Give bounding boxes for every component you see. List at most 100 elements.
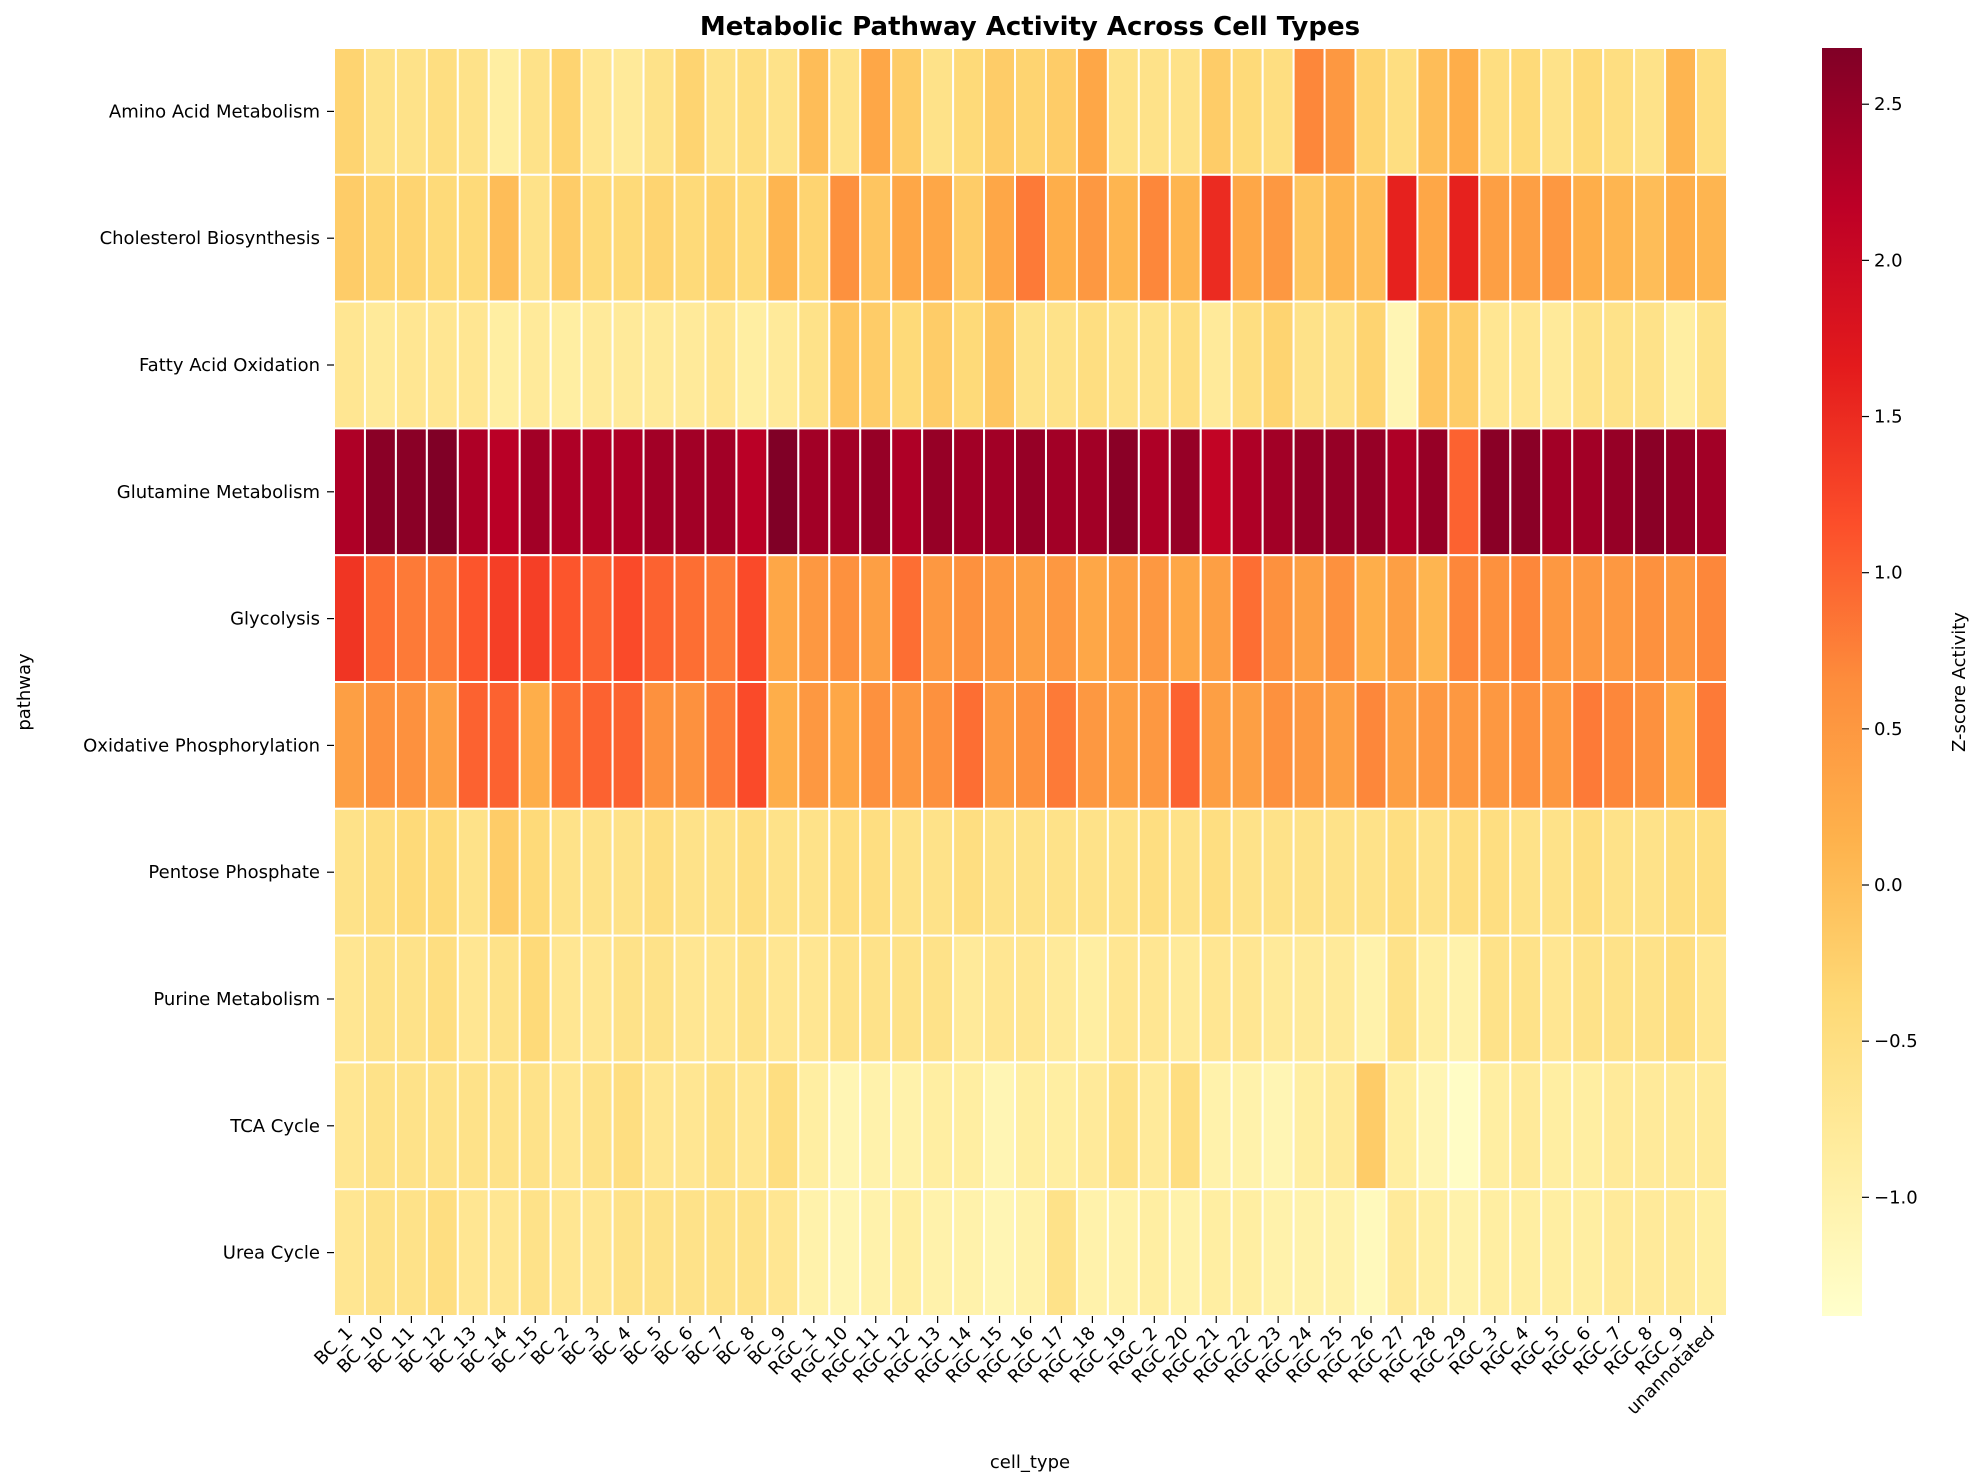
heatmap-cell (1014, 681, 1047, 810)
heatmap-cell (735, 173, 769, 303)
heatmap-cell (394, 173, 428, 303)
heatmap-cell (828, 47, 862, 176)
x-axis-label: cell_type (990, 1452, 1070, 1473)
heatmap-cell (921, 681, 955, 810)
heatmap-cell (828, 807, 862, 937)
heatmap-cell (1168, 554, 1202, 684)
colorbar (1822, 48, 1862, 1316)
heatmap-cell (456, 934, 490, 1064)
heatmap-cell (363, 47, 397, 176)
heatmap-cell (456, 1188, 490, 1317)
heatmap-cell (1416, 807, 1450, 937)
heatmap-cell (1168, 807, 1202, 937)
heatmap-cell (1633, 427, 1667, 557)
heatmap-cell (952, 934, 986, 1064)
heatmap-cell (1044, 1061, 1078, 1191)
heatmap-cell (766, 934, 800, 1064)
heatmap-cell (1416, 1061, 1450, 1191)
heatmap-cell (1478, 554, 1512, 684)
heatmap-cell (952, 807, 986, 937)
heatmap-cell (1014, 807, 1047, 937)
heatmap-cell (1385, 554, 1419, 684)
heatmap-cell (766, 807, 800, 937)
heatmap-cell (766, 427, 800, 557)
heatmap-cell (425, 934, 459, 1064)
heatmap-cell (797, 1061, 831, 1191)
heatmap-cell (1230, 554, 1264, 684)
heatmap-cell (1447, 681, 1481, 810)
heatmap-cell (1261, 681, 1295, 810)
heatmap-cell (1633, 1188, 1667, 1317)
heatmap-cell (518, 300, 552, 430)
heatmap-cell (1014, 1188, 1047, 1317)
heatmap-cell (1509, 1188, 1543, 1317)
heatmap-cell (1633, 173, 1667, 303)
heatmap-cell (1540, 300, 1574, 430)
heatmap-cell (1075, 807, 1109, 937)
heatmap-cell (518, 427, 552, 557)
heatmap-cell (394, 554, 428, 684)
heatmap-cell (1044, 427, 1078, 557)
heatmap-cell (1137, 47, 1171, 176)
heatmap-cell (642, 427, 676, 557)
heatmap-cell (1323, 47, 1357, 176)
row-label: Fatty Acid Oxidation (139, 355, 320, 376)
heatmap-cell (1664, 47, 1698, 176)
heatmap-cell (1230, 47, 1264, 176)
heatmap-cell (673, 47, 707, 176)
heatmap-cell (1230, 1061, 1264, 1191)
heatmap-cell (766, 681, 800, 810)
row-label: TCA Cycle (229, 1116, 320, 1137)
heatmap-cell (1664, 934, 1698, 1064)
heatmap-cell (642, 47, 676, 176)
heatmap-cells (333, 47, 1728, 1317)
heatmap-cell (1230, 681, 1264, 810)
heatmap-cell (952, 1188, 986, 1317)
heatmap-cell (766, 47, 800, 176)
heatmap-cell (1354, 47, 1388, 176)
heatmap-cell (859, 554, 893, 684)
heatmap-cell (921, 1061, 955, 1191)
heatmap-cell (766, 554, 800, 684)
heatmap-cell (1385, 934, 1419, 1064)
heatmap-cell (1540, 1188, 1574, 1317)
heatmap-cell (394, 681, 428, 810)
heatmap-cell (1478, 1188, 1512, 1317)
heatmap-cell (1014, 47, 1047, 176)
heatmap-cell (1447, 554, 1481, 684)
heatmap-cell (487, 47, 521, 176)
heatmap-cell (859, 807, 893, 937)
heatmap-cell (611, 427, 645, 557)
colorbar-ticks: −1.0 −0.5 0.0 0.5 1.0 1.5 2.0 2.5 (1862, 94, 1918, 1208)
heatmap-cell (1168, 1188, 1202, 1317)
heatmap-cell (1106, 807, 1140, 937)
heatmap-cell (1354, 1188, 1388, 1317)
heatmap-cell (580, 300, 614, 430)
heatmap-cell (1447, 1061, 1481, 1191)
heatmap-cell (1044, 300, 1078, 430)
heatmap-cell (735, 554, 769, 684)
heatmap-cell (611, 1061, 645, 1191)
heatmap-cell (333, 173, 366, 303)
colorbar-tick-label: 0.0 (1874, 875, 1903, 896)
heatmap-cell (1106, 173, 1140, 303)
heatmap-cell (642, 807, 676, 937)
heatmap-cell (1075, 934, 1109, 1064)
heatmap-cell (983, 47, 1017, 176)
heatmap-cell (1416, 173, 1450, 303)
heatmap-cell (1323, 934, 1357, 1064)
heatmap-cell (363, 1188, 397, 1317)
heatmap-cell (1571, 1061, 1605, 1191)
heatmap-cell (1602, 427, 1636, 557)
heatmap-cell (580, 1061, 614, 1191)
heatmap-cell (1664, 681, 1698, 810)
heatmap-cell (1199, 47, 1233, 176)
heatmap-cell (1137, 807, 1171, 937)
heatmap-cell (611, 934, 645, 1064)
heatmap-cell (549, 681, 583, 810)
heatmap-cell (1664, 427, 1698, 557)
heatmap-cell (1385, 807, 1419, 937)
row-label: Amino Acid Metabolism (109, 101, 320, 122)
heatmap-cell (1137, 427, 1171, 557)
heatmap-cell (890, 681, 924, 810)
